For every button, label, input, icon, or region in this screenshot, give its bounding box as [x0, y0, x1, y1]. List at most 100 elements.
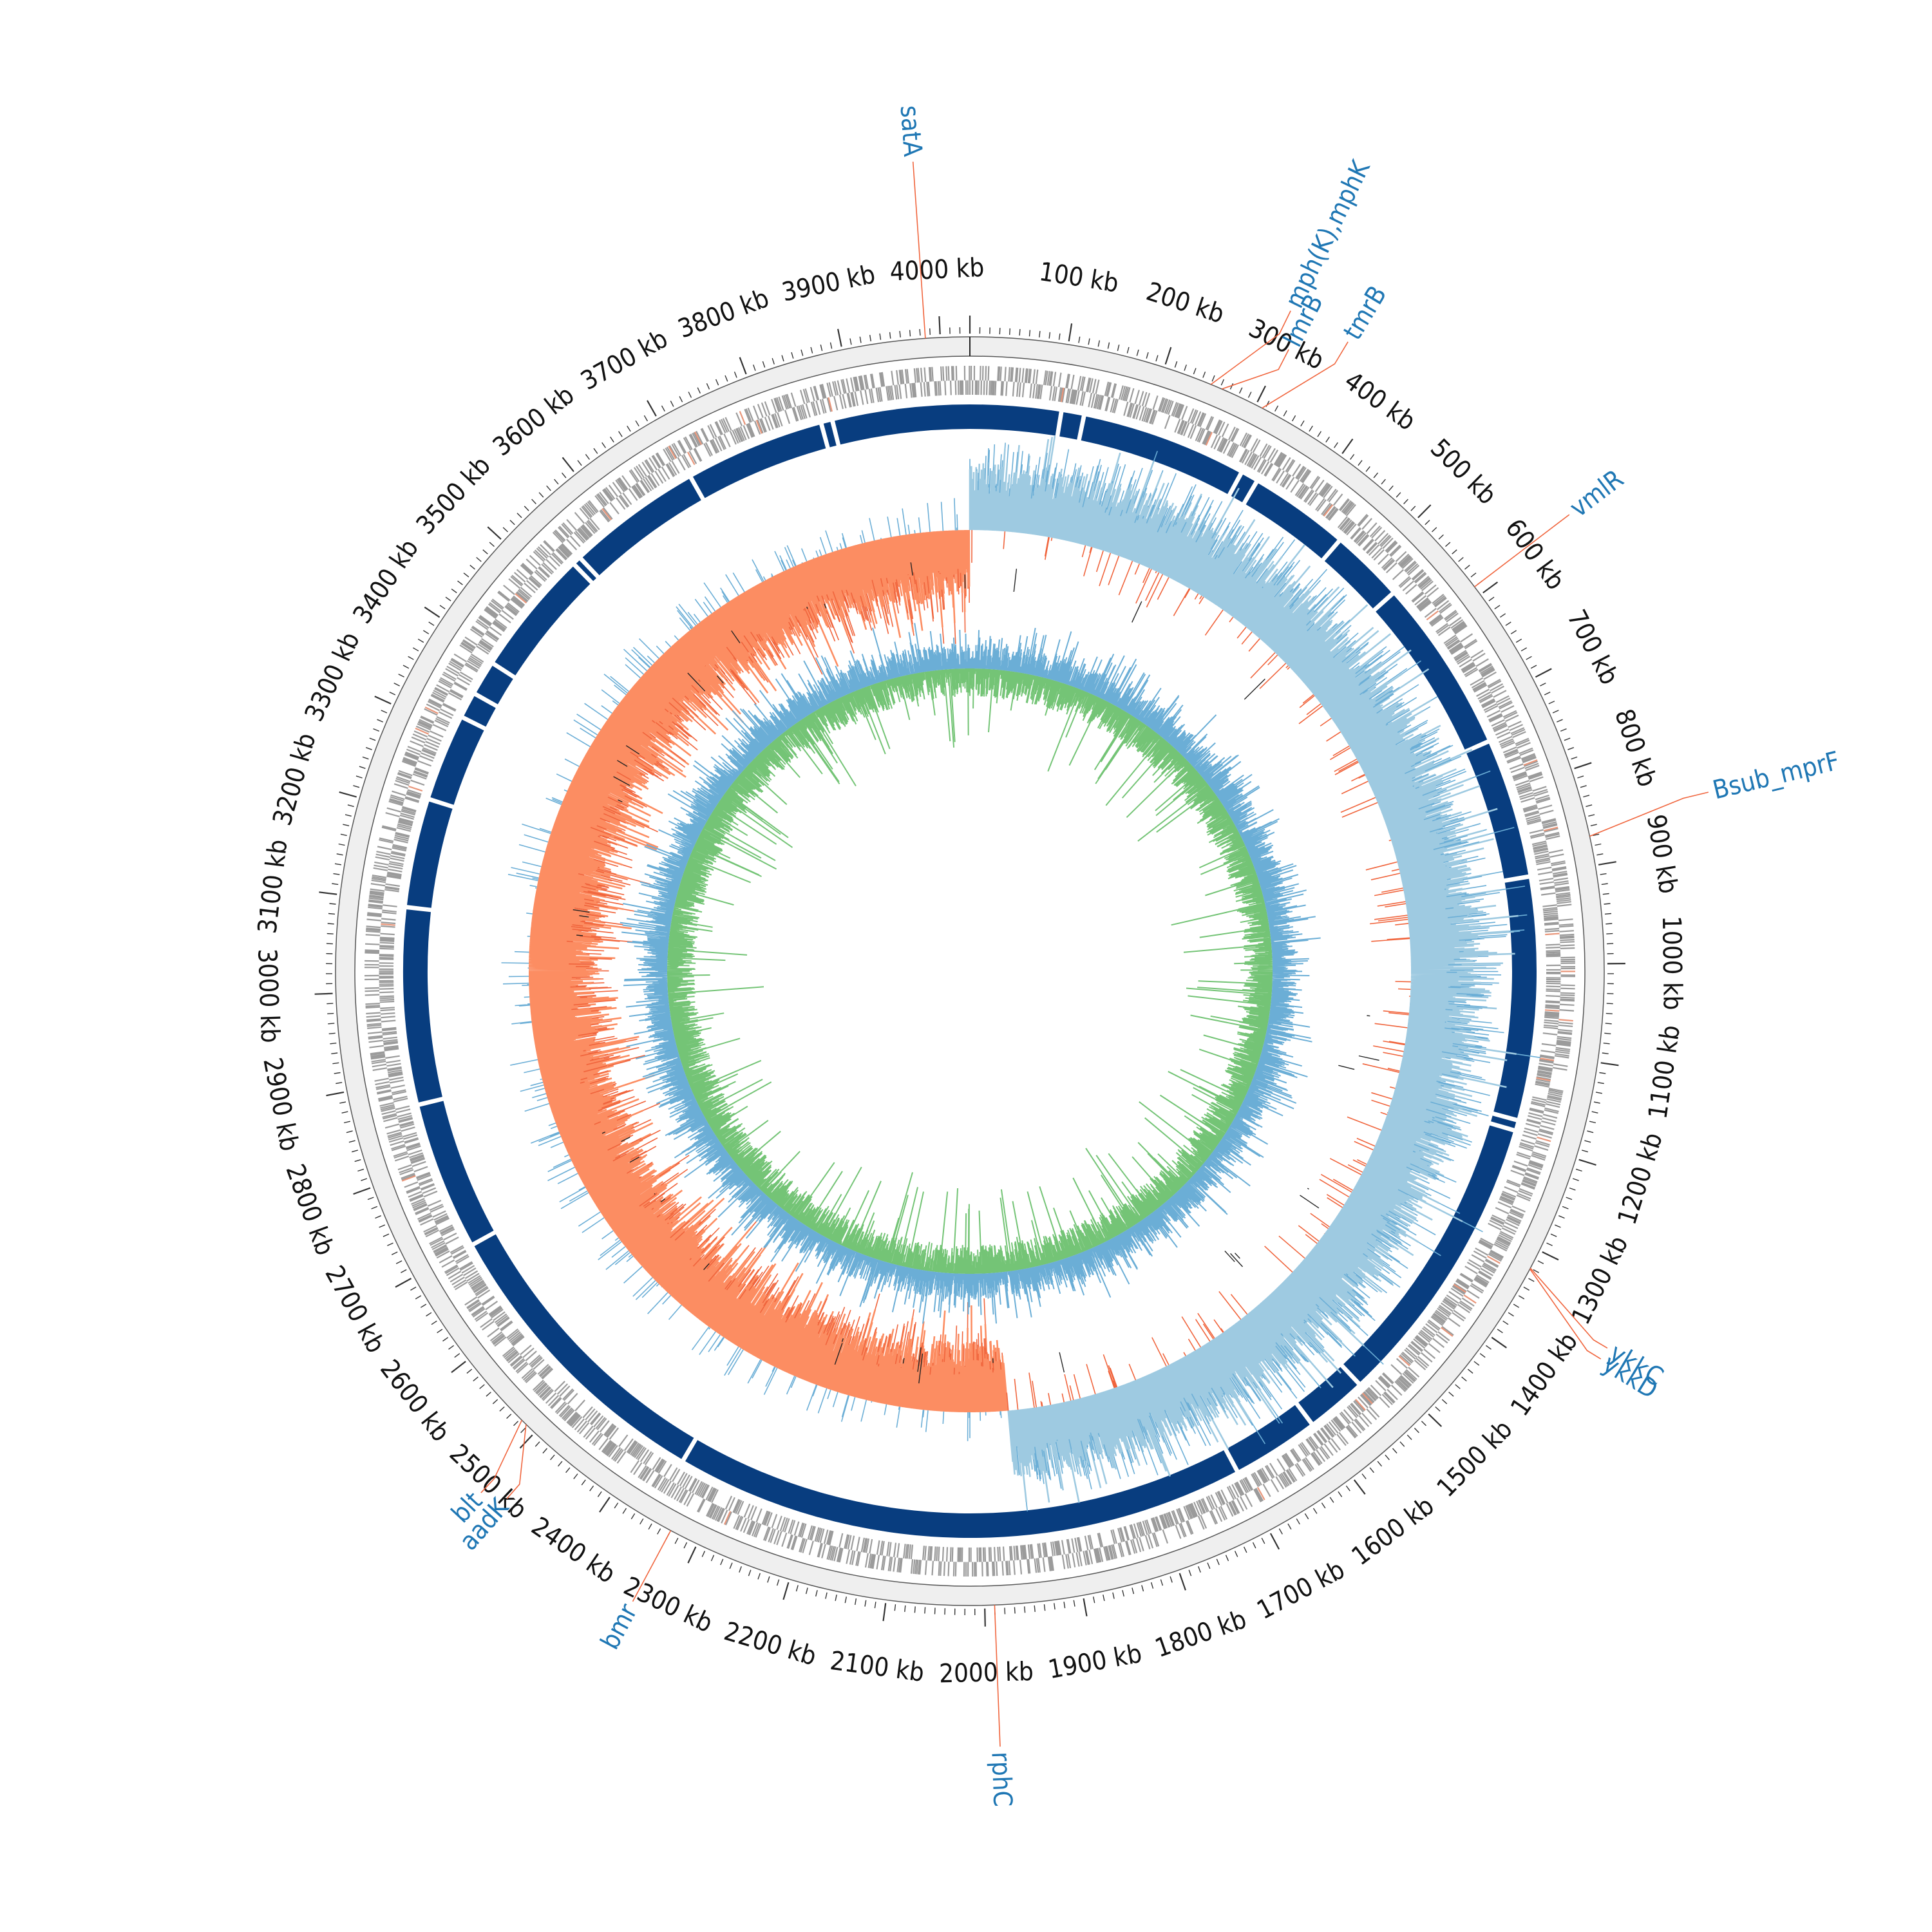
gene-label-bmr: bmr	[595, 1599, 643, 1654]
major-ticks	[314, 316, 1625, 1627]
gene-label-sata: satA	[895, 104, 927, 158]
tick-label: 2000 kb	[939, 1657, 1034, 1689]
contig-segment	[1466, 743, 1529, 879]
gene-leader-line	[1530, 1267, 1608, 1349]
tick-label: 3900 kb	[779, 260, 878, 308]
tick-label: 1100 kb	[1643, 1023, 1686, 1121]
contig-segment	[823, 422, 837, 448]
gene-leader-line	[1210, 310, 1291, 385]
gc-skew-spikes-outward	[501, 442, 1541, 1511]
contig-segment	[476, 665, 513, 705]
tick-label: 3000 kb	[252, 948, 285, 1043]
contig-segment	[1298, 1367, 1358, 1423]
contig-segment	[1059, 412, 1082, 440]
tick-label: 4000 kb	[889, 253, 985, 287]
gc-skew-dark-marks	[573, 562, 1379, 1384]
tick-label: 1400 kb	[1505, 1327, 1584, 1421]
tick-label: 900 kb	[1641, 812, 1683, 896]
contig-segment	[582, 478, 701, 576]
cds-feature-track	[364, 365, 1576, 1577]
tick-label: 1800 kb	[1151, 1604, 1251, 1663]
gc-skew-positive	[969, 435, 1519, 1503]
tick-label: 2900 kb	[257, 1056, 304, 1154]
contig-segment	[419, 1101, 494, 1243]
gene-label-bsub-mprf: Bsub_mprF	[1710, 746, 1842, 806]
tick-label: 3600 kb	[488, 380, 580, 462]
tick-label: 1500 kb	[1432, 1414, 1519, 1502]
tick-label: 2600 kb	[374, 1354, 455, 1447]
tick-label: 3500 kb	[411, 451, 497, 540]
gene-leader-line	[1530, 1269, 1602, 1359]
contig-segment	[1493, 878, 1537, 1118]
cds-highlighted-features	[381, 387, 1575, 1525]
tick-label: 2400 kb	[526, 1511, 621, 1589]
gc-content-high	[620, 623, 1321, 1324]
gc-content-low	[667, 668, 1273, 1274]
contig-segment	[430, 719, 484, 805]
gc-content-track	[620, 623, 1321, 1324]
tick-label: 2800 kb	[279, 1160, 339, 1260]
contig-segment	[1081, 416, 1239, 495]
contig-segment	[1376, 595, 1488, 750]
tick-label: 3700 kb	[576, 324, 672, 396]
contig-segment	[970, 404, 1059, 436]
contig-segment	[1324, 542, 1392, 609]
contig-segment	[464, 696, 496, 727]
gene-leader-line	[506, 1424, 527, 1499]
contig-segment	[407, 801, 453, 908]
tick-label: 3300 kb	[299, 628, 366, 726]
gene-leader-line	[1589, 791, 1709, 837]
gene-leader-line	[994, 1605, 1001, 1747]
tick-label: 1900 kb	[1046, 1639, 1144, 1685]
tick-label: 1000 kb	[1656, 916, 1687, 1010]
tick-label: 1300 kb	[1566, 1231, 1634, 1329]
cds-reverse-strand	[379, 380, 1561, 1562]
gene-leader-line	[1262, 341, 1349, 409]
minor-ticks	[326, 327, 1614, 1616]
gene-leader-line	[1474, 514, 1570, 587]
contig-ring	[402, 404, 1537, 1539]
tick-label: 500 kb	[1425, 433, 1502, 511]
contig-segment	[402, 909, 442, 1103]
contig-segment	[692, 424, 826, 498]
gene-label-tmrb: tmrB	[1338, 281, 1392, 345]
tick-label: 400 kb	[1339, 366, 1421, 437]
contig-segment	[1231, 474, 1255, 502]
scale-ticks	[314, 316, 1625, 1627]
tick-label: 3800 kb	[674, 283, 773, 344]
gene-label-rphc: rphC	[985, 1751, 1017, 1807]
gc-skew-spikes-inward	[566, 529, 1411, 1411]
tick-label: 3100 kb	[252, 838, 293, 935]
gene-leader-line	[1222, 349, 1289, 390]
contig-segment	[835, 404, 970, 445]
gc-skew-track	[501, 435, 1541, 1511]
contig-segment	[576, 560, 596, 582]
contig-segment	[1245, 483, 1338, 558]
gene-leader-lines	[480, 162, 1709, 1747]
contig-segment	[474, 1234, 694, 1459]
contig-segment	[495, 566, 591, 676]
tick-label: 1700 kb	[1253, 1555, 1350, 1625]
gene-leader-line	[480, 1419, 523, 1493]
outer-gray-ring	[335, 336, 1605, 1606]
gene-leader-line	[912, 162, 926, 339]
gene-label-vmlr: vmlR	[1564, 464, 1629, 524]
tick-label: 2200 kb	[721, 1616, 820, 1672]
tick-label: 600 kb	[1499, 514, 1570, 596]
tick-label: 1200 kb	[1613, 1129, 1669, 1228]
contig-segment	[1227, 1405, 1310, 1470]
tick-label: 1600 kb	[1347, 1491, 1440, 1571]
tick-label: 3400 kb	[348, 534, 425, 629]
tick-label: 3200 kb	[267, 730, 321, 829]
tick-label: 700 kb	[1561, 605, 1624, 690]
tick-label: 100 kb	[1037, 257, 1121, 299]
tick-label: 200 kb	[1142, 277, 1227, 330]
contig-segment	[1343, 1125, 1513, 1382]
tick-label: 800 kb	[1609, 706, 1662, 791]
cds-forward-strand	[364, 365, 1576, 1577]
contig-segment	[685, 1440, 1235, 1539]
gene-leader-line	[632, 1530, 672, 1602]
tick-label: 2100 kb	[828, 1646, 925, 1688]
